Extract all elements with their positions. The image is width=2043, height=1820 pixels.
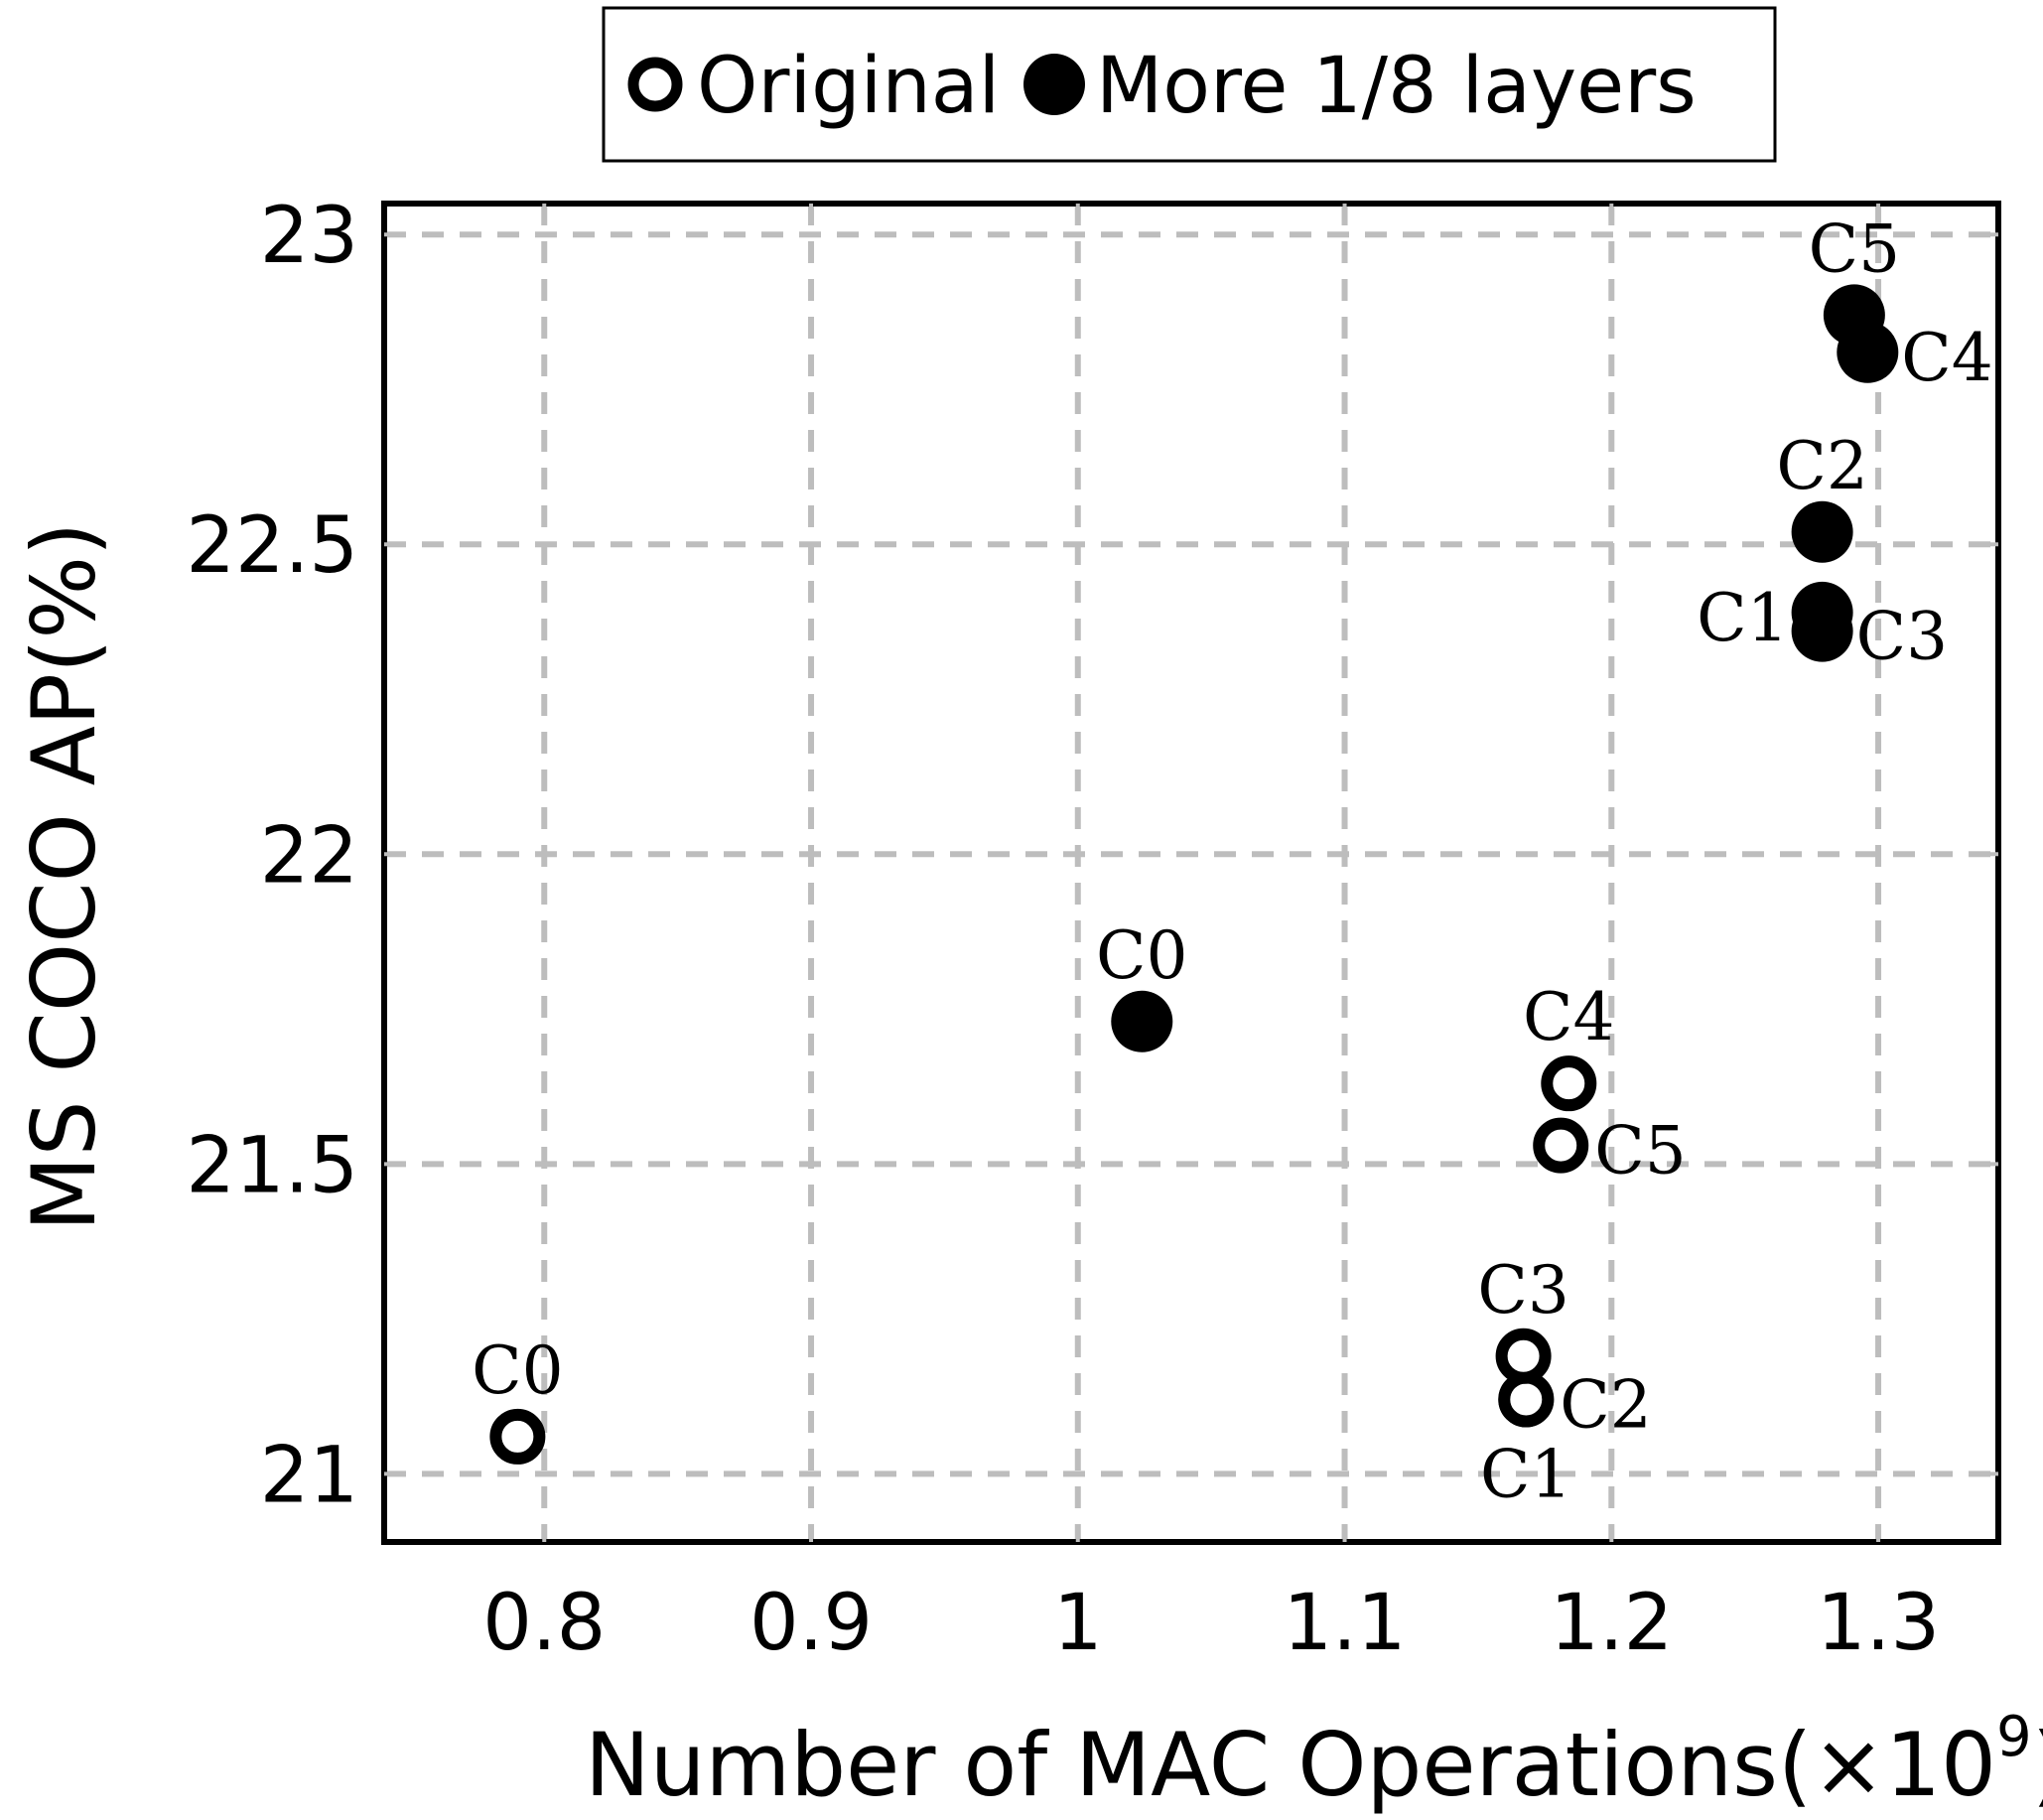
legend-label-more: More 1/8 layers: [1096, 42, 1697, 131]
label-more-c2: C2: [1776, 428, 1868, 504]
x-tick-label: 0.9: [749, 1579, 873, 1668]
label-more-c5: C5: [1809, 210, 1901, 287]
legend-marker-more: [1023, 54, 1085, 115]
legend-marker-original: [627, 57, 683, 112]
label-original-c0: C0: [472, 1332, 564, 1409]
label-more-c3: C3: [1856, 599, 1949, 675]
label-more-c0: C0: [1096, 917, 1188, 994]
label-original-c3: C3: [1477, 1252, 1569, 1329]
legend-label-original: Original: [697, 42, 1000, 131]
grid-lines: [384, 204, 1998, 1542]
x-axis-label-main: Number of MAC Operations(×10: [585, 1714, 1996, 1816]
x-axis-label: Number of MAC Operations(×109): [585, 1705, 2043, 1816]
legend: Original More 1/8 layers: [602, 6, 1777, 163]
label-original-c1: C1: [1480, 1436, 1572, 1512]
point-original-c4: [1541, 1055, 1597, 1112]
label-original-c4: C4: [1523, 979, 1615, 1055]
x-tick-label: 1: [1053, 1579, 1103, 1668]
x-tick-label: 1.2: [1550, 1579, 1673, 1668]
label-more-c1: C1: [1697, 580, 1789, 656]
y-tick-label: 23: [260, 192, 358, 281]
point-original-c3: [1495, 1328, 1552, 1384]
point-more-c3: [1791, 600, 1853, 662]
x-tick-label: 1.3: [1817, 1579, 1940, 1668]
x-axis-label-exponent: 9: [1996, 1705, 2032, 1769]
legend-box: [602, 6, 1777, 163]
point-original-c0: [489, 1408, 546, 1465]
point-original-c2: [1498, 1371, 1555, 1428]
y-tick-label: 22: [260, 811, 358, 901]
plot-frame: [381, 201, 2001, 1545]
y-tick-label: 21.5: [186, 1121, 358, 1210]
label-original-c5: C5: [1594, 1113, 1687, 1190]
axis-ticks: [384, 204, 1998, 1542]
x-tick-label: 1.1: [1284, 1579, 1407, 1668]
point-more-c2: [1791, 500, 1853, 563]
data-points: [489, 284, 1899, 1465]
y-tick-labels: 21 21.5 22 22.5 23: [186, 192, 358, 1520]
point-more-c0: [1111, 990, 1173, 1052]
label-original-c2: C2: [1560, 1366, 1652, 1443]
y-tick-label: 21: [260, 1431, 358, 1520]
point-more-c5: [1823, 284, 1885, 347]
x-tick-label: 0.8: [482, 1579, 606, 1668]
y-tick-label: 22.5: [186, 501, 358, 591]
label-more-c4: C4: [1901, 320, 1993, 396]
point-original-c5: [1533, 1117, 1589, 1174]
x-axis-label-close: ): [2032, 1714, 2043, 1816]
x-tick-labels: 0.8 0.9 1 1.1 1.2 1.3: [482, 1579, 1940, 1668]
y-axis-label: MS COCO AP(%): [13, 522, 115, 1232]
